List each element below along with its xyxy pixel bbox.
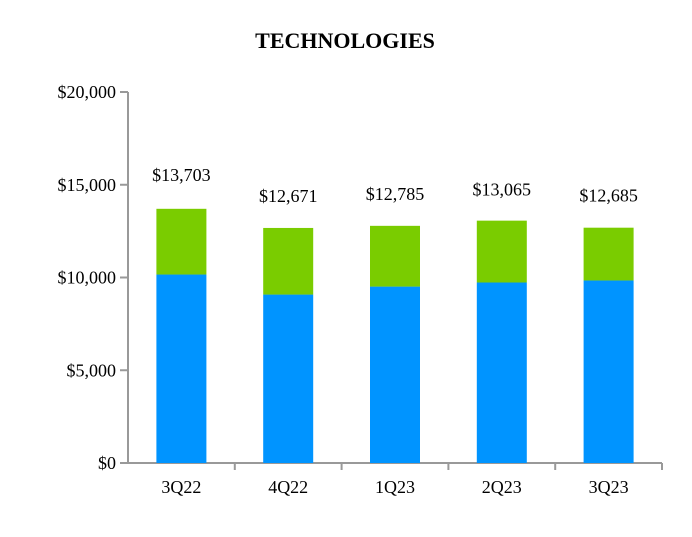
x-tick-label: 1Q23 <box>375 477 415 497</box>
bar-segment-1 <box>156 274 207 463</box>
total-label: $13,065 <box>473 180 532 200</box>
y-tick-label: $10,000 <box>58 268 117 288</box>
bar-segment-1 <box>476 282 527 463</box>
bar-segment-2 <box>156 208 207 275</box>
y-tick-label: $0 <box>98 453 116 473</box>
bar-segment-1 <box>370 286 420 463</box>
bar-segment-1 <box>263 294 314 463</box>
bar-segment-2 <box>476 220 527 283</box>
bar-segment-1 <box>583 280 634 463</box>
x-tick-label: 2Q23 <box>482 477 522 497</box>
total-label: $12,685 <box>579 186 638 206</box>
bar-segment-2 <box>263 227 314 295</box>
y-tick-label: $20,000 <box>58 82 117 102</box>
x-tick-label: 4Q22 <box>268 477 308 497</box>
bar-segment-2 <box>370 225 420 287</box>
chart-title: TECHNOLOGIES <box>255 28 435 53</box>
y-tick-label: $5,000 <box>67 360 117 380</box>
y-tick-label: $15,000 <box>58 175 117 195</box>
total-label: $12,785 <box>366 184 425 204</box>
bar-segment-2 <box>583 227 634 281</box>
total-label: $13,703 <box>152 165 211 185</box>
total-label: $12,671 <box>259 186 318 206</box>
x-tick-label: 3Q23 <box>589 477 629 497</box>
x-tick-label: 3Q22 <box>161 477 201 497</box>
